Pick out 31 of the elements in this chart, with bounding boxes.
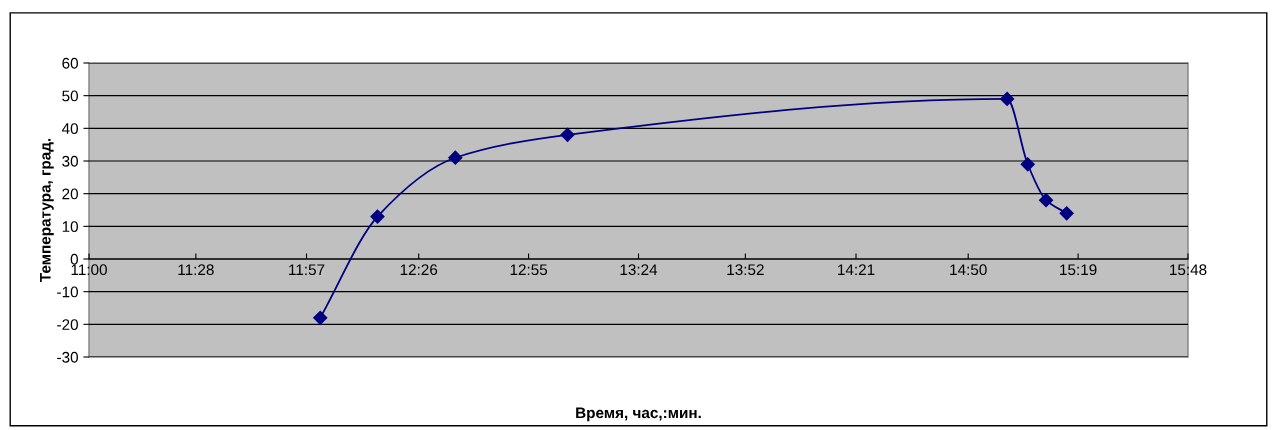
y-tick-label: 50: [62, 90, 78, 102]
y-tick-label: -30: [57, 351, 78, 363]
y-tick-label: 30: [62, 155, 78, 167]
point: [560, 127, 575, 142]
y-tick-label: 0: [70, 253, 78, 265]
y-axis-title: Температура, град.: [40, 138, 54, 282]
y-tick-label: 20: [62, 188, 78, 200]
point: [1000, 91, 1015, 107]
point: [1059, 206, 1074, 221]
x-tick-label: 11:28: [178, 264, 214, 276]
x-tick-label: 13:52: [727, 264, 764, 276]
x-tick-label: 15:48: [1170, 264, 1207, 276]
point: [313, 310, 328, 325]
x-tick-label: 11:00: [71, 264, 107, 276]
x-tick-label: 11:57: [289, 264, 325, 276]
x-tick-label: 14:50: [950, 264, 987, 276]
y-tick-label: 40: [61, 123, 78, 135]
x-tick-label: 14:21: [838, 264, 875, 275]
point: [1020, 157, 1035, 172]
y-tick-label: 60: [62, 57, 78, 69]
x-tick-label: 13:24: [620, 264, 658, 276]
point: [448, 150, 463, 165]
x-axis-title: Время, час,:мин.: [576, 407, 701, 422]
y-tick-label: 10: [62, 221, 78, 233]
x-tick-label: 15:19: [1060, 264, 1097, 276]
x-tick-label: 12:55: [510, 264, 548, 276]
point: [1038, 193, 1054, 208]
point: [370, 209, 385, 224]
y-tick-label: -10: [57, 286, 78, 298]
x-tick-label: 12:26: [400, 264, 438, 276]
y-tick-label: -20: [57, 319, 78, 331]
